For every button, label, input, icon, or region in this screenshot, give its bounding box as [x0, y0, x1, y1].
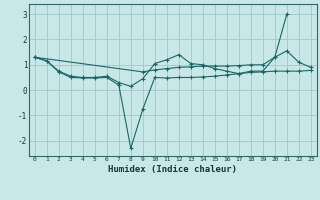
X-axis label: Humidex (Indice chaleur): Humidex (Indice chaleur)	[108, 165, 237, 174]
